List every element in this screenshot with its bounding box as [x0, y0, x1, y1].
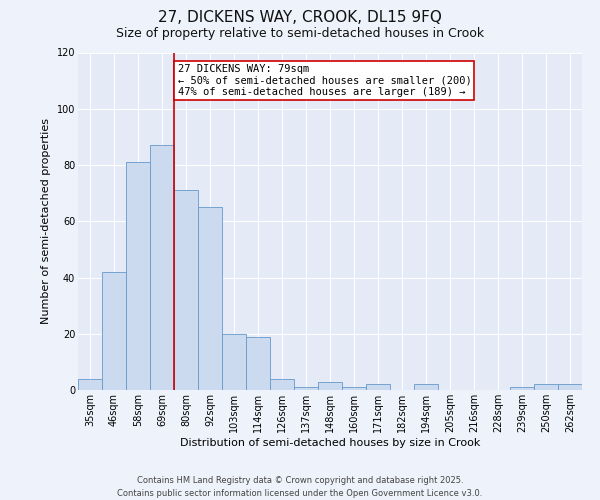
Text: Size of property relative to semi-detached houses in Crook: Size of property relative to semi-detach… [116, 28, 484, 40]
Bar [150, 146, 174, 390]
Bar [102, 272, 126, 390]
Bar [510, 387, 534, 390]
Bar [414, 384, 438, 390]
Bar [126, 162, 150, 390]
Bar [366, 384, 390, 390]
Bar [558, 384, 582, 390]
Bar [246, 336, 270, 390]
Bar [318, 382, 342, 390]
Text: Contains HM Land Registry data © Crown copyright and database right 2025.
Contai: Contains HM Land Registry data © Crown c… [118, 476, 482, 498]
Bar [78, 379, 102, 390]
X-axis label: Distribution of semi-detached houses by size in Crook: Distribution of semi-detached houses by … [180, 438, 480, 448]
Bar [198, 207, 222, 390]
Bar [342, 387, 366, 390]
Bar [294, 387, 318, 390]
Text: 27, DICKENS WAY, CROOK, DL15 9FQ: 27, DICKENS WAY, CROOK, DL15 9FQ [158, 10, 442, 25]
Bar [270, 379, 294, 390]
Bar [174, 190, 198, 390]
Y-axis label: Number of semi-detached properties: Number of semi-detached properties [41, 118, 51, 324]
Text: 27 DICKENS WAY: 79sqm
← 50% of semi-detached houses are smaller (200)
47% of sem: 27 DICKENS WAY: 79sqm ← 50% of semi-deta… [178, 64, 472, 97]
Bar [534, 384, 558, 390]
Bar [222, 334, 246, 390]
